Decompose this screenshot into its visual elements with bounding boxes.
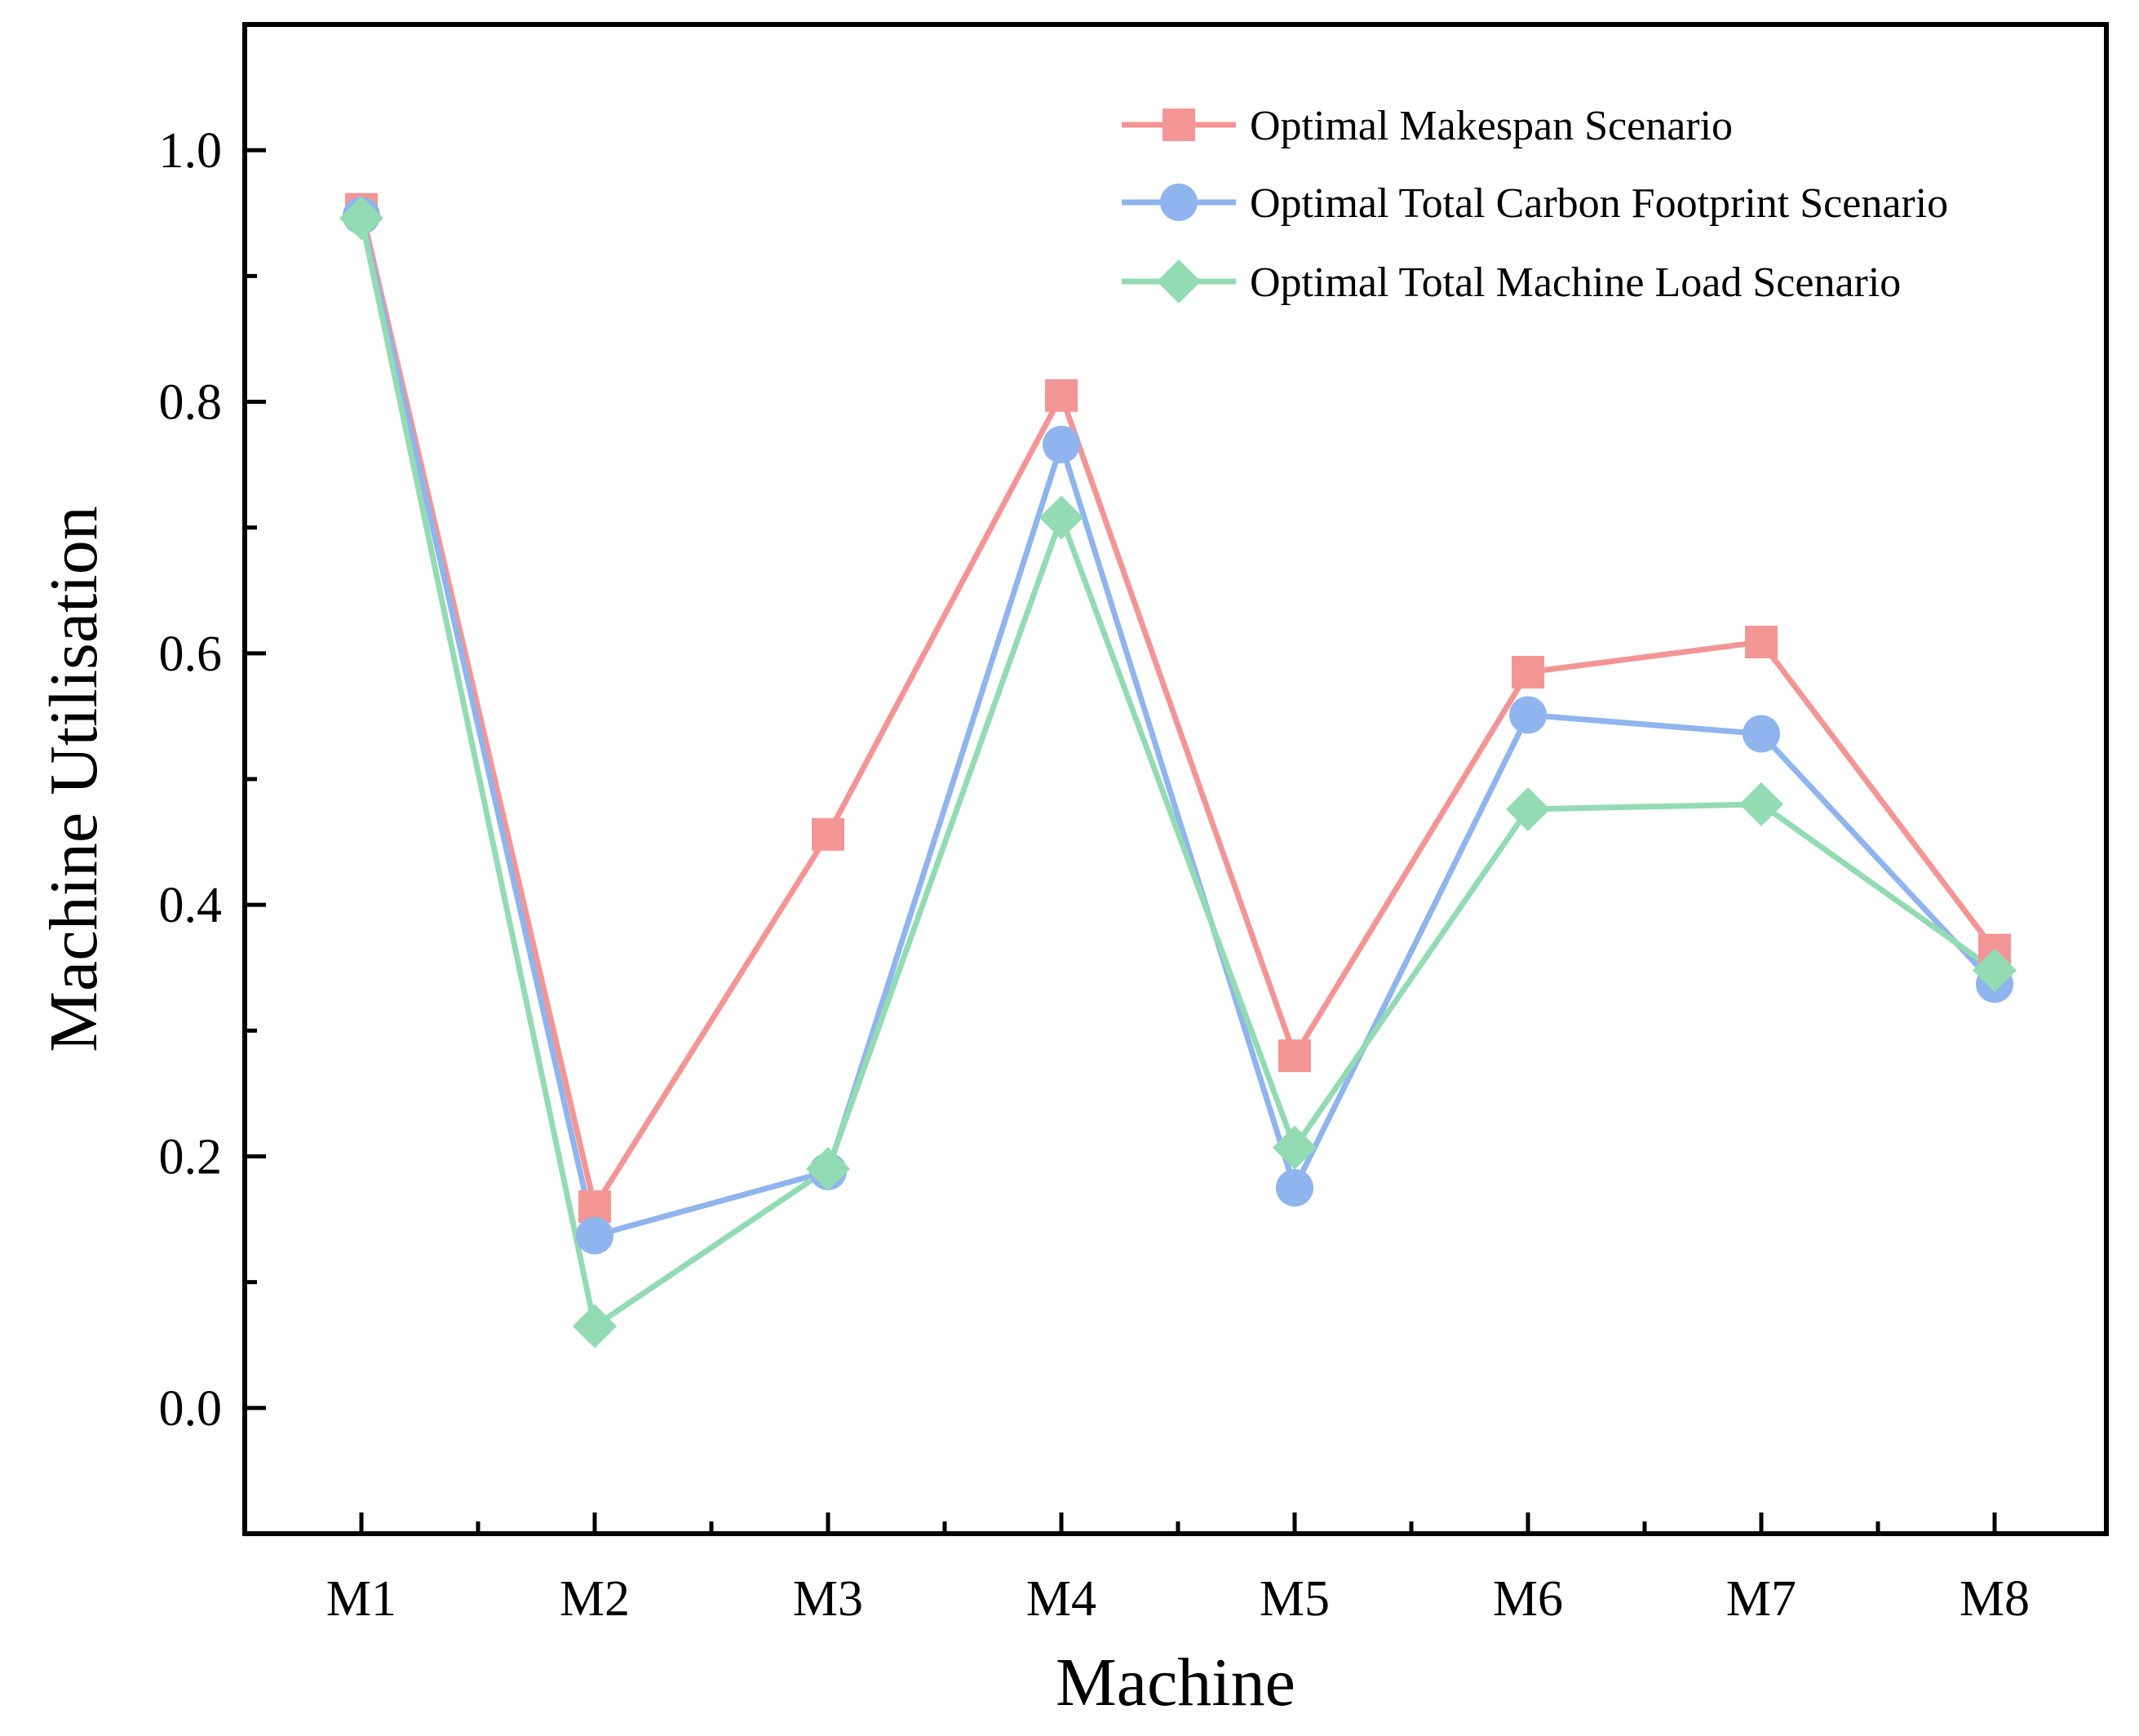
- x-tick-label: M6: [1493, 1571, 1563, 1627]
- series-1-point-m5: [1278, 1039, 1311, 1073]
- x-tick-label: M4: [1026, 1571, 1096, 1627]
- series-markers-group: [339, 193, 2017, 1348]
- y-axis: 0.0 0.2 0.4 0.6 0.8 1.0: [159, 123, 266, 1437]
- series-2-point-m4: [1043, 425, 1080, 463]
- x-tick-label: M5: [1260, 1571, 1330, 1627]
- legend-label-1: Optimal Makespan Scenario: [1250, 103, 1733, 149]
- legend-marker-2: [1160, 184, 1198, 221]
- series-3-point-m3: [806, 1146, 850, 1191]
- series-3-point-m4: [1039, 495, 1083, 540]
- series-1-point-m4: [1045, 379, 1078, 412]
- legend: Optimal Makespan Scenario Optimal Total C…: [1122, 103, 1948, 306]
- y-tick-label: 0.4: [159, 878, 223, 933]
- series-1-point-m7: [1745, 625, 1778, 658]
- legend-marker-1: [1162, 108, 1195, 141]
- x-axis-title: Machine: [1056, 1645, 1295, 1720]
- series-2-point-m7: [1743, 715, 1780, 753]
- series-2-point-m2: [576, 1216, 613, 1255]
- y-tick-label: 0.2: [159, 1130, 223, 1185]
- series-1-point-m6: [1512, 655, 1544, 689]
- x-tick-label: M3: [793, 1571, 863, 1627]
- series-2-point-m6: [1509, 696, 1547, 734]
- y-tick-label: 1.0: [159, 123, 223, 179]
- y-axis-title: Machine Utilisation: [36, 506, 112, 1052]
- series-3-point-m5: [1273, 1125, 1317, 1170]
- series-3-point-m8: [1973, 948, 2017, 993]
- y-tick-label: 0.6: [159, 627, 223, 682]
- series-line-3: [358, 217, 1997, 1330]
- series-3-point-m1: [339, 196, 383, 241]
- legend-label-2: Optimal Total Carbon Footprint Scenario: [1250, 180, 1948, 227]
- legend-marker-3: [1157, 259, 1201, 303]
- series-3-point-m2: [573, 1304, 617, 1348]
- series-lines-group: [358, 208, 1997, 1330]
- series-line-1: [358, 208, 1997, 1210]
- x-axis: M1 M2 M3 M4 M5 M6 M7 M8: [326, 1512, 2030, 1627]
- y-tick-label: 0.8: [159, 375, 223, 431]
- legend-label-3: Optimal Total Machine Load Scenario: [1250, 259, 1901, 306]
- x-tick-label: M1: [326, 1571, 396, 1627]
- series-2-point-m5: [1276, 1169, 1313, 1207]
- x-tick-label: M7: [1726, 1571, 1796, 1627]
- series-3-point-m7: [1739, 782, 1783, 826]
- x-tick-label: M8: [1960, 1571, 2030, 1627]
- series-1-point-m3: [812, 817, 844, 851]
- x-tick-label: M2: [560, 1571, 630, 1627]
- series-line-2: [358, 215, 1997, 1239]
- series-3-point-m6: [1506, 787, 1550, 831]
- y-tick-label: 0.0: [159, 1381, 223, 1437]
- plot-area-frame: [242, 22, 2109, 1536]
